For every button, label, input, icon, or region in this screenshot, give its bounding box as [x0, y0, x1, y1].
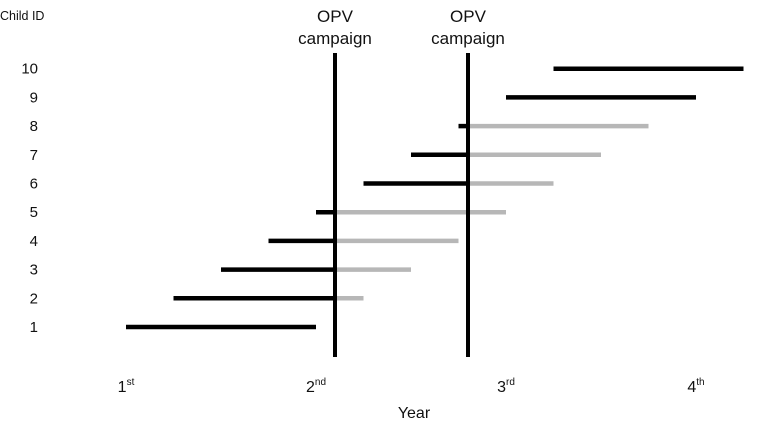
campaign-markers: OPV campaign OPV campaign	[298, 7, 505, 357]
child-id-label: 5	[30, 204, 38, 221]
child-id-label: 2	[30, 290, 38, 307]
x-tick-label: 2nd	[306, 377, 326, 396]
child-id-label: 3	[30, 262, 38, 279]
campaign-label-line1: OPV	[317, 7, 354, 26]
child-id-label: 7	[30, 147, 38, 164]
child-id-label: 10	[21, 61, 38, 78]
row-id-labels: 1 2 3 4 5 6 7 8 9 10	[21, 61, 38, 336]
x-axis-label: Year	[398, 405, 431, 422]
child-id-label: 6	[30, 176, 38, 193]
child-id-header: Child ID	[0, 9, 44, 23]
x-axis-ticks: 1st 2nd 3rd 4th	[118, 377, 705, 396]
x-tick-label: 3rd	[497, 377, 515, 396]
child-id-label: 9	[30, 89, 38, 106]
campaign-label-line2: campaign	[431, 29, 505, 48]
child-id-label: 1	[30, 319, 38, 336]
x-tick-label: 4th	[687, 377, 704, 396]
child-id-label: 4	[30, 233, 38, 250]
x-tick-label: 1st	[118, 377, 135, 396]
campaign-label-line1: OPV	[450, 7, 487, 26]
child-id-label: 8	[30, 118, 38, 135]
campaign-label-line2: campaign	[298, 29, 372, 48]
child-segments	[126, 66, 744, 330]
